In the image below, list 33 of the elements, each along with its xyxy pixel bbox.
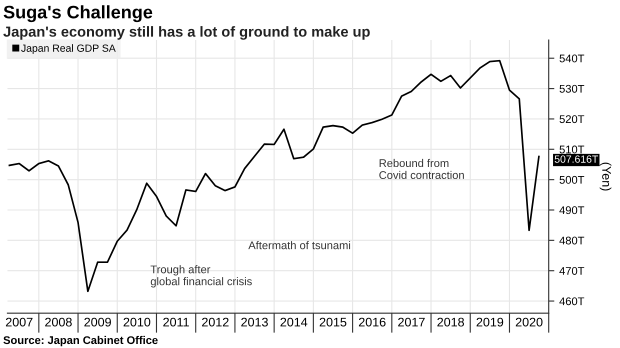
x-tick-label: 2012 bbox=[202, 318, 229, 327]
y-tick-label: 540T bbox=[560, 54, 584, 62]
y-tick-label: 480T bbox=[559, 236, 584, 244]
legend-label: Japan Real GDP SA bbox=[21, 44, 116, 54]
x-tick-label: 2009 bbox=[84, 318, 111, 327]
y-tick-label: 510T bbox=[560, 146, 584, 154]
data-label: 507.616T bbox=[554, 155, 598, 163]
annotation: Aftermath of tsunami bbox=[248, 241, 350, 250]
chart-title: Suga's Challenge bbox=[4, 5, 152, 22]
x-tick-label: 2019 bbox=[476, 318, 504, 327]
x-tick-label: 2015 bbox=[320, 318, 346, 327]
y-tick-label: 520T bbox=[560, 115, 584, 124]
line-series bbox=[8, 60, 540, 292]
x-tick-label: 2011 bbox=[163, 318, 189, 327]
x-tick-label: 2016 bbox=[358, 318, 386, 327]
y-tick-label: 500T bbox=[560, 176, 584, 184]
chart-subtitle: Japan's economy still has a lot of ground to make up bbox=[3, 26, 370, 40]
annotation: Rebound from Covid contraction bbox=[379, 158, 464, 180]
y-tick-label: 490T bbox=[559, 206, 584, 214]
x-tick-label: 2013 bbox=[241, 318, 268, 327]
x-tick-label: 2020 bbox=[516, 318, 543, 327]
x-tick-label: 2014 bbox=[280, 318, 308, 327]
x-tick-label: 2010 bbox=[124, 318, 150, 327]
x-tick-label: 2007 bbox=[6, 318, 32, 327]
y-tick-label: 530T bbox=[560, 84, 584, 93]
x-tick-label: 2018 bbox=[437, 318, 464, 327]
y-tick-label: 470T bbox=[559, 266, 584, 275]
y-axis-title: (Yen) bbox=[600, 162, 612, 191]
annotation: Trough after global financial crisis bbox=[150, 265, 252, 288]
source-note: Source: Japan Cabinet Office bbox=[3, 336, 158, 346]
y-tick-label: 460T bbox=[559, 297, 584, 306]
x-tick-label: 2017 bbox=[398, 318, 425, 327]
x-tick-label: 2008 bbox=[45, 318, 72, 327]
